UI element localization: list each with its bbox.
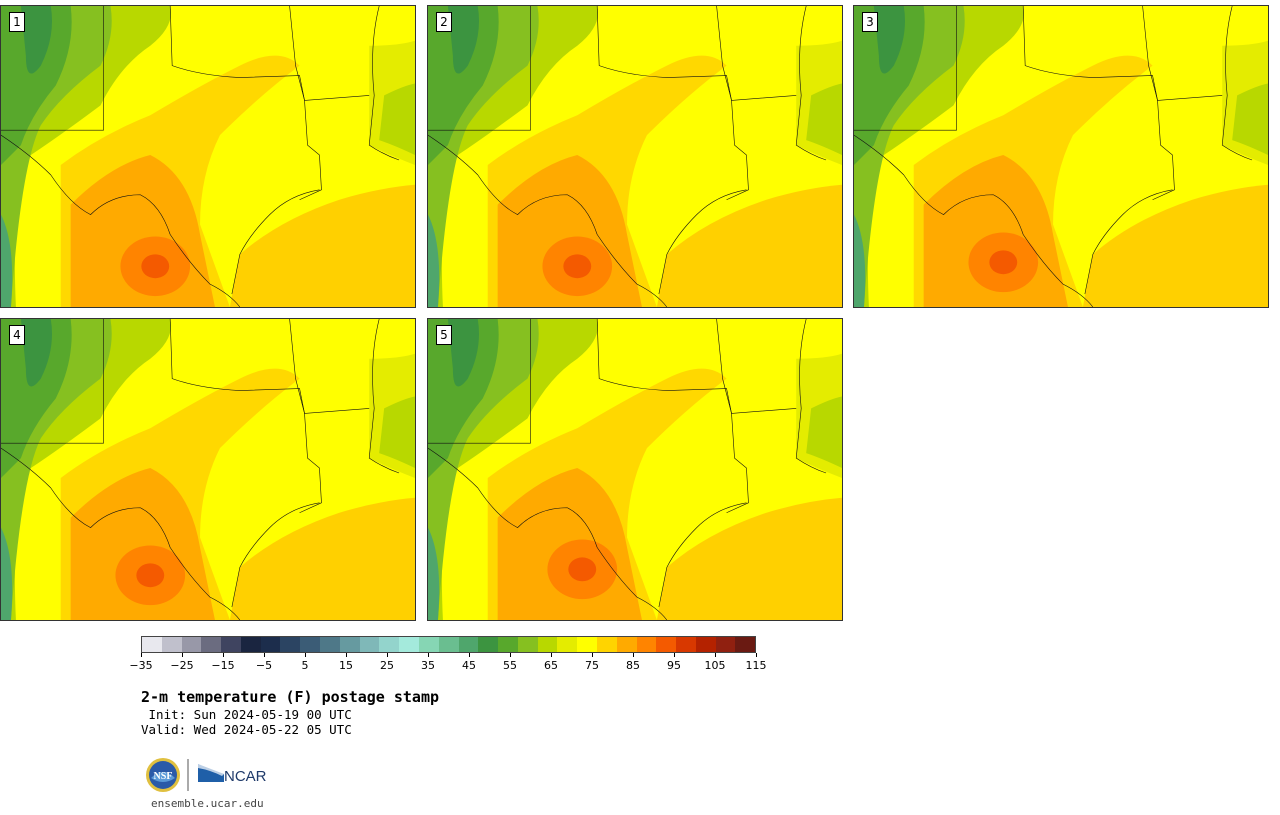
colorbar-tick: [674, 653, 675, 657]
member-number-label: 1: [9, 12, 25, 32]
colorbar-segment: [418, 637, 439, 652]
svg-text:NCAR: NCAR: [224, 768, 267, 785]
colorbar-tick: [182, 653, 183, 657]
colorbar-tick-label: −15: [211, 659, 235, 672]
member-number-label: 4: [9, 325, 25, 345]
member-number-label: 3: [862, 12, 878, 32]
colorbar-segment: [161, 637, 182, 652]
colorbar-tick: [264, 653, 265, 657]
colorbar-segment: [537, 637, 558, 652]
colorbar-segment: [715, 637, 736, 652]
colorbar-segment: [478, 637, 499, 652]
colorbar-tick: [756, 653, 757, 657]
colorbar-tick: [592, 653, 593, 657]
temperature-map-5: [428, 319, 842, 620]
colorbar-tick-label: 105: [704, 659, 726, 672]
colorbar-tick-label: 25: [380, 659, 394, 672]
colorbar-segment: [498, 637, 518, 652]
colorbar-segment: [695, 637, 716, 652]
website-link[interactable]: ensemble.ucar.edu: [151, 797, 264, 810]
temperature-colorbar: [141, 636, 756, 653]
svg-text:NSF: NSF: [154, 771, 173, 782]
map-panel-3[interactable]: 3: [853, 5, 1269, 308]
colorbar-segment: [735, 637, 756, 652]
colorbar-tick: [387, 653, 388, 657]
colorbar-segment: [300, 637, 321, 652]
colorbar-segment: [320, 637, 340, 652]
colorbar-segment: [676, 637, 696, 652]
colorbar-tick-label: −25: [170, 659, 194, 672]
colorbar-tick-label: 15: [339, 659, 353, 672]
temperature-map-1: [1, 6, 415, 307]
map-panel-4[interactable]: 4: [0, 318, 416, 621]
colorbar-segment: [181, 637, 202, 652]
map-panel-2[interactable]: 2: [427, 5, 843, 308]
map-panel-5[interactable]: 5: [427, 318, 843, 621]
colorbar-tick-label: −35: [129, 659, 153, 672]
temperature-map-3: [854, 6, 1268, 307]
colorbar-tick-label: −5: [255, 659, 273, 672]
colorbar-tick: [633, 653, 634, 657]
member-number-label: 2: [436, 12, 452, 32]
colorbar-segment: [201, 637, 222, 652]
colorbar-segment: [517, 637, 538, 652]
colorbar-tick-label: 35: [421, 659, 435, 672]
colorbar-segment: [240, 637, 261, 652]
colorbar-tick: [428, 653, 429, 657]
colorbar-segment: [260, 637, 281, 652]
colorbar-ticks: −35 −25 −15 −5 5 15 25 35 45 55 65 75 85 95 105 115: [129, 653, 767, 673]
temperature-map-2: [428, 6, 842, 307]
nsf-logo-icon: NSF: [146, 758, 180, 792]
colorbar-segment: [596, 637, 617, 652]
colorbar-segment: [557, 637, 578, 652]
colorbar-tick-label: 85: [626, 659, 640, 672]
map-panel-1[interactable]: 1: [0, 5, 416, 308]
ncar-logo-icon: NCAR: [198, 764, 267, 785]
colorbar-tick: [141, 653, 142, 657]
colorbar-segment: [339, 637, 360, 652]
colorbar-tick-label: 45: [462, 659, 476, 672]
temperature-map-4: [1, 319, 415, 620]
colorbar-tick-label: 75: [585, 659, 599, 672]
nsf-ncar-logo: NSF NCAR: [146, 758, 267, 792]
init-time: Init: Sun 2024-05-19 00 UTC: [141, 707, 352, 722]
valid-time: Valid: Wed 2024-05-22 05 UTC: [141, 722, 352, 737]
colorbar-segment: [438, 637, 459, 652]
colorbar-tick-label: 95: [667, 659, 681, 672]
colorbar-segment: [221, 637, 241, 652]
colorbar-tick: [346, 653, 347, 657]
colorbar-tick-label: 65: [544, 659, 558, 672]
colorbar-tick-label: 55: [503, 659, 517, 672]
colorbar-segment: [399, 637, 419, 652]
colorbar-tick: [305, 653, 306, 657]
colorbar-segment: [616, 637, 637, 652]
colorbar-segment: [577, 637, 597, 652]
colorbar-segment: [359, 637, 380, 652]
colorbar-segment: [636, 637, 657, 652]
colorbar-segment: [280, 637, 301, 652]
colorbar-tick-label: 5: [301, 659, 309, 672]
colorbar-tick: [510, 653, 511, 657]
figure-title: 2-m temperature (F) postage stamp: [141, 688, 440, 706]
colorbar-segment: [458, 637, 479, 652]
colorbar-segment: [142, 637, 162, 652]
colorbar-segment: [656, 637, 677, 652]
colorbar-tick: [469, 653, 470, 657]
colorbar-tick: [715, 653, 716, 657]
colorbar-segment: [379, 637, 400, 652]
colorbar-tick: [223, 653, 224, 657]
colorbar-tick: [551, 653, 552, 657]
colorbar-tick-label: 115: [745, 659, 767, 672]
member-number-label: 5: [436, 325, 452, 345]
